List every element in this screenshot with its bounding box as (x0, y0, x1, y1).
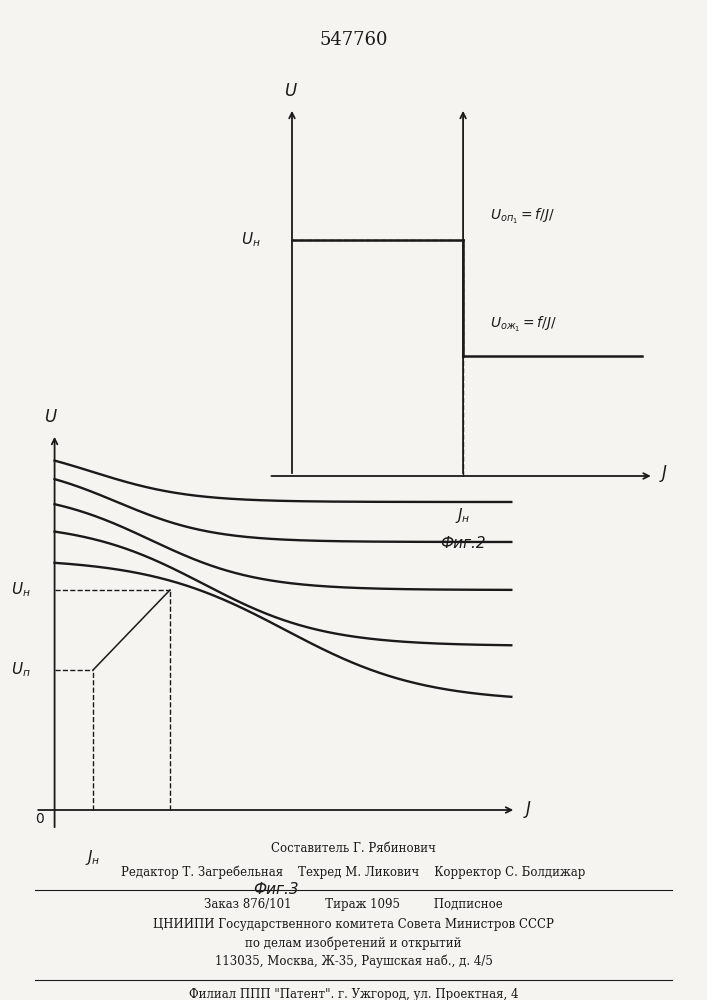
Text: Фиг.3: Фиг.3 (253, 882, 298, 897)
Text: J: J (662, 464, 666, 482)
Text: Фиг.2: Фиг.2 (440, 536, 486, 551)
Text: по делам изобретений и открытий: по делам изобретений и открытий (245, 936, 462, 950)
Text: 0: 0 (35, 812, 44, 826)
Text: U: U (44, 408, 56, 426)
Text: 547760: 547760 (320, 31, 387, 49)
Text: $J_н$: $J_н$ (455, 506, 471, 525)
Text: ЦНИИПИ Государственного комитета Совета Министров СССР: ЦНИИПИ Государственного комитета Совета … (153, 918, 554, 931)
Text: $J_н$: $J_н$ (86, 848, 101, 867)
Text: J: J (526, 800, 530, 818)
Text: $U_{оп_1}=f/J/$: $U_{оп_1}=f/J/$ (491, 206, 555, 226)
Text: Филиал ППП "Патент". г. Ужгород, ул. Проектная, 4: Филиал ППП "Патент". г. Ужгород, ул. Про… (189, 988, 518, 1000)
Text: $U_н$: $U_н$ (241, 231, 261, 249)
Text: 113035, Москва, Ж-35, Раушская наб., д. 4/5: 113035, Москва, Ж-35, Раушская наб., д. … (214, 954, 493, 968)
Text: Составитель Г. Рябинович: Составитель Г. Рябинович (271, 842, 436, 855)
Text: Заказ 876/101         Тираж 1095         Подписное: Заказ 876/101 Тираж 1095 Подписное (204, 898, 503, 911)
Text: $U_н$: $U_н$ (11, 581, 30, 599)
Text: $U_п$: $U_п$ (11, 661, 30, 679)
Text: U: U (284, 82, 296, 100)
Text: Редактор Т. Загребельная    Техред М. Ликович    Корректор С. Болдижар: Редактор Т. Загребельная Техред М. Ликов… (122, 865, 585, 879)
Text: $U_{ож_1}=f/J/$: $U_{ож_1}=f/J/$ (491, 314, 558, 334)
